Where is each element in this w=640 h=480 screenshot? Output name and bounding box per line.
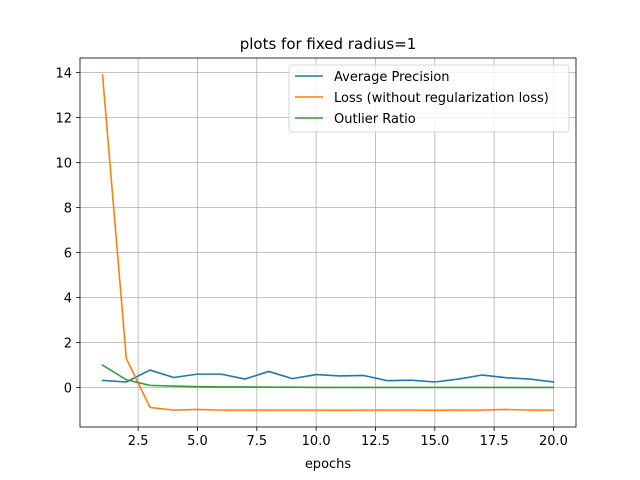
x-tick-label: 12.5 xyxy=(361,434,390,449)
y-tick-label: 10 xyxy=(55,157,72,172)
legend-box xyxy=(288,64,570,133)
legend: Average Precision Loss (without regulariz… xyxy=(288,64,570,133)
y-tick-label: 14 xyxy=(55,67,72,82)
legend-label-average-precision: Average Precision xyxy=(334,70,450,85)
x-tick-label: 7.5 xyxy=(246,434,267,449)
legend-label-outlier-ratio: Outlier Ratio xyxy=(334,112,416,127)
chart-title: plots for fixed radius=1 xyxy=(240,35,417,53)
y-tick-label: 8 xyxy=(64,202,72,217)
legend-items: Average Precision Loss (without regulariz… xyxy=(295,70,549,127)
y-tick-label: 0 xyxy=(64,382,72,397)
x-tick-label: 2.5 xyxy=(128,434,149,449)
plot-frame xyxy=(79,57,577,428)
y-tick-label: 6 xyxy=(64,247,72,262)
x-tick-label: 15.0 xyxy=(420,434,449,449)
series-lines xyxy=(101,74,555,412)
y-tick-label: 2 xyxy=(64,337,72,352)
x-tick-label: 5.0 xyxy=(187,434,208,449)
x-tick-label: 10.0 xyxy=(302,434,331,449)
series-line-outlier-ratio xyxy=(101,364,555,389)
axis-ticks: 2.5 5.0 7.5 10.0 12.5 15.0 17.5 20.0 0 2 4 6 8 10 12 14 xyxy=(55,67,567,449)
x-tick-label: 20.0 xyxy=(539,434,568,449)
x-tick-label: 17.5 xyxy=(480,434,509,449)
legend-label-loss-without-regularization-loss: Loss (without regularization loss) xyxy=(334,91,549,106)
series-line-loss-without-regularization-loss xyxy=(101,74,555,412)
y-tick-label: 4 xyxy=(64,292,72,307)
y-tick-label: 12 xyxy=(55,112,72,127)
x-axis-label: epochs xyxy=(305,457,352,472)
series-line-average-precision xyxy=(101,369,555,383)
